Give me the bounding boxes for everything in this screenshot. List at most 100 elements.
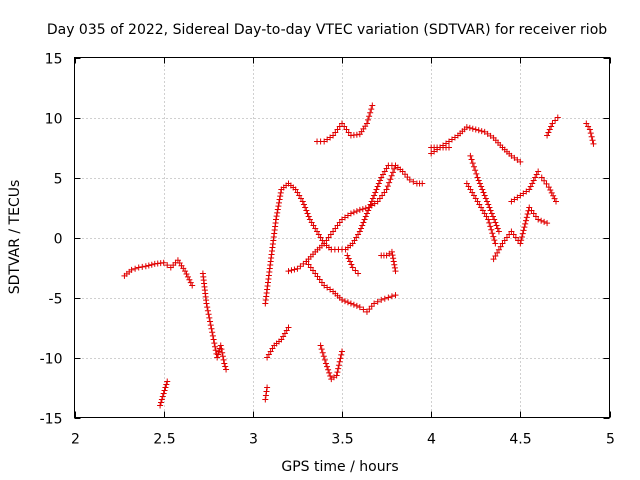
data-point <box>262 396 269 403</box>
data-point <box>335 362 342 369</box>
data-point <box>362 213 369 220</box>
data-point <box>367 109 374 116</box>
data-point <box>356 304 363 311</box>
data-point <box>222 363 229 370</box>
data-point <box>478 128 485 135</box>
data-point <box>535 168 542 175</box>
data-point <box>484 198 491 205</box>
series-pass-u <box>583 120 597 147</box>
data-point <box>372 189 379 196</box>
data-point <box>463 124 470 131</box>
data-point <box>204 304 211 311</box>
data-point <box>553 198 559 205</box>
data-point <box>322 360 329 367</box>
series-pass-p <box>463 180 499 247</box>
data-point <box>391 261 398 268</box>
data-point <box>204 307 211 314</box>
data-point <box>518 233 525 240</box>
y-tick-label: 0 <box>54 232 63 248</box>
data-point <box>212 343 219 350</box>
data-point <box>374 183 381 190</box>
data-point <box>469 125 476 132</box>
data-point <box>327 372 334 379</box>
data-point <box>208 325 215 332</box>
data-point <box>530 177 537 184</box>
data-point <box>184 273 191 280</box>
data-point <box>360 219 367 226</box>
plot-frame <box>74 57 610 418</box>
data-point <box>473 170 480 177</box>
data-point <box>388 293 395 300</box>
data-point <box>552 117 559 124</box>
data-point <box>494 249 501 256</box>
data-point <box>349 264 356 271</box>
data-point <box>495 228 502 235</box>
data-point <box>492 252 499 259</box>
data-point <box>317 342 324 349</box>
data-point <box>406 176 413 183</box>
data-point <box>493 222 500 229</box>
data-point <box>325 366 332 373</box>
x-tick-label: 2.5 <box>153 432 175 448</box>
data-point <box>446 144 452 151</box>
data-point <box>209 332 216 339</box>
data-point <box>142 263 149 270</box>
data-point <box>321 356 328 363</box>
data-point <box>132 265 139 272</box>
data-point <box>392 292 399 299</box>
data-point <box>590 140 597 147</box>
data-point <box>521 224 528 231</box>
data-point <box>523 214 530 221</box>
data-point <box>469 160 476 167</box>
y-tick-label: -15 <box>40 412 63 428</box>
data-point <box>186 276 193 283</box>
data-point <box>392 162 399 169</box>
data-point <box>527 183 534 190</box>
data-point <box>214 354 221 361</box>
data-point <box>475 127 482 134</box>
data-point <box>541 177 548 184</box>
data-point <box>548 189 555 196</box>
series-pass-q <box>490 204 551 263</box>
data-point <box>389 252 396 259</box>
data-point <box>375 180 382 187</box>
series-pass-e <box>264 324 292 361</box>
data-point <box>387 176 394 183</box>
y-tick-label: 15 <box>45 52 63 68</box>
data-point <box>359 206 366 213</box>
data-point <box>369 195 376 202</box>
data-point <box>517 158 524 165</box>
axis-ticks: 2 2.5 3 3.5 4 4.5 5 -15 -10 -5 0 5 10 15 <box>40 52 615 448</box>
data-point <box>366 113 373 120</box>
data-point <box>353 208 360 215</box>
data-point <box>299 198 306 205</box>
y-axis-label: SDTVAR / TECUs <box>7 180 23 295</box>
data-point <box>335 365 342 372</box>
data-point <box>161 387 168 394</box>
data-point <box>546 126 553 133</box>
data-point <box>339 296 345 303</box>
data-point <box>291 266 298 273</box>
data-point <box>337 355 344 362</box>
data-point <box>148 261 155 268</box>
data-point <box>274 206 281 213</box>
data-point <box>371 300 378 307</box>
data-point <box>217 342 224 349</box>
x-axis-label: GPS time / hours <box>281 459 398 475</box>
data-point <box>383 186 390 193</box>
data-point <box>369 102 376 109</box>
data-point <box>221 360 228 367</box>
data-point <box>410 178 417 185</box>
data-point <box>371 192 378 199</box>
data-point <box>532 174 539 181</box>
data-point <box>273 213 280 220</box>
data-point <box>487 207 494 214</box>
data-point <box>220 356 227 363</box>
data-point <box>344 299 351 306</box>
data-point <box>163 381 170 388</box>
data-point <box>468 156 475 163</box>
data-point <box>304 210 311 217</box>
data-point <box>544 132 551 139</box>
data-point <box>481 192 488 199</box>
data-point <box>215 351 222 358</box>
